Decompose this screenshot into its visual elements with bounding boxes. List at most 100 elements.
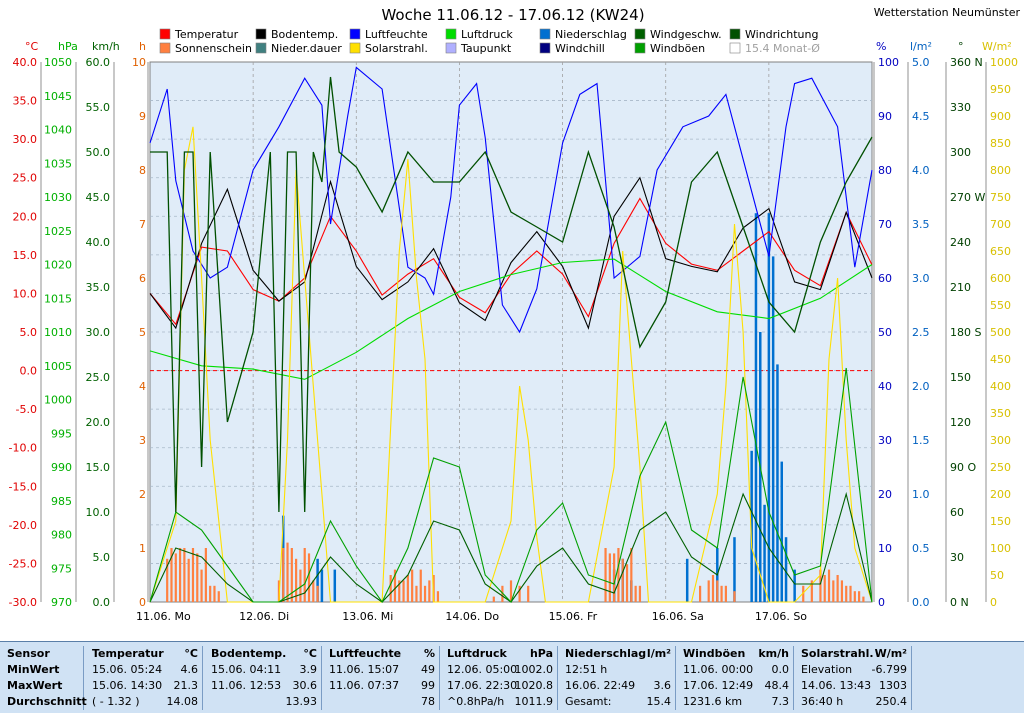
legend-swatch: [445, 42, 457, 54]
hours-tick-label: 8: [139, 164, 146, 177]
temperature-tick-label: -25.0: [9, 557, 37, 570]
precip-bar: [733, 537, 736, 602]
stats-col-unit: l/m²: [646, 647, 671, 660]
solar-tick-label: 850: [990, 137, 1011, 150]
sunshine-bar: [196, 553, 199, 602]
humidity-tick-label: 30: [878, 434, 892, 447]
legend-swatch: [349, 28, 361, 40]
legend-swatch: [729, 28, 741, 40]
solar-tick-label: 800: [990, 164, 1011, 177]
x-tick-label: 14.06. Do: [445, 610, 499, 623]
stats-col-name: Temperatur: [92, 647, 164, 660]
legend-swatch: [634, 42, 646, 54]
temperature-tick-label: 20.0: [13, 210, 38, 223]
humidity-axis-unit: %: [876, 40, 886, 53]
wind-tick-label: 30.0: [86, 326, 111, 339]
sunshine-bar: [213, 585, 216, 602]
sunshine-bar: [634, 585, 637, 602]
hours-tick-label: 7: [139, 218, 146, 231]
stats-cell-time: 12:51 h: [565, 663, 608, 676]
precip-tick-label: 0.0: [912, 596, 930, 609]
sunshine-bar: [836, 575, 839, 602]
legend-label: Temperatur: [174, 28, 239, 41]
stats-cell-time: ^0.8hPa/h: [447, 695, 505, 708]
temperature-tick-label: -10.0: [9, 442, 37, 455]
precip-tick-label: 1.0: [912, 488, 930, 501]
sunshine-bar: [389, 575, 392, 602]
pressure-tick-label: 1035: [44, 157, 72, 170]
pressure-tick-label: 985: [51, 495, 72, 508]
solar-tick-label: 250: [990, 461, 1011, 474]
stats-cell-time: 11.06. 12:53: [211, 679, 282, 692]
sunshine-bar: [436, 591, 440, 602]
sunshine-bar: [411, 569, 414, 602]
humidity-tick-label: 100: [878, 56, 899, 69]
solar-tick-label: 300: [990, 434, 1011, 447]
stats-col-name: Bodentemp.: [211, 647, 287, 660]
stats-column: Solarstrahl. W/m² Elevation -6.799 14.06. 13…: [795, 646, 912, 710]
stats-cell-value: 1020.8: [514, 679, 554, 692]
sunshine-bar: [398, 580, 401, 602]
pressure-tick-label: 1045: [44, 90, 72, 103]
stats-cell-time: 11.06. 00:00: [683, 663, 754, 676]
legend-swatch: [349, 42, 361, 54]
stats-cell-value: 48.4: [764, 679, 790, 692]
stats-col-unit: W/m²: [874, 647, 907, 660]
sunshine-bar: [819, 569, 822, 602]
sunshine-bar: [402, 580, 405, 602]
legend-label: Windrichtung: [745, 28, 818, 41]
sunshine-bar: [509, 580, 513, 602]
precip-tick-label: 0.5: [912, 542, 930, 555]
precip-tick-label: 2.0: [912, 380, 930, 393]
statistics-panel: Sensor MinWert MaxWert Durchschnitt Temp…: [0, 641, 1024, 713]
stats-cell-time: Elevation: [801, 663, 853, 676]
sunshine-bar: [428, 580, 431, 602]
sunshine-bar: [492, 596, 495, 602]
sunshine-bar: [862, 596, 865, 602]
precip-bar: [767, 213, 771, 602]
precip-bar: [320, 569, 324, 602]
legend-swatch: [159, 42, 171, 54]
sunshine-bar: [604, 548, 607, 602]
precip-bar: [333, 569, 337, 602]
sunshine-bar: [286, 542, 289, 602]
series-line-4: [149, 126, 873, 603]
legend-swatch: [445, 28, 457, 40]
solar-tick-label: 450: [990, 353, 1011, 366]
precip-tick-label: 3.0: [912, 272, 930, 285]
stats-cell-time: 14.06. 13:43: [801, 679, 872, 692]
wind-tick-label: 40.0: [86, 236, 111, 249]
sunshine-bar: [290, 548, 293, 602]
hours-tick-label: 9: [139, 110, 146, 123]
pressure-tick-label: 1040: [44, 124, 72, 137]
sunshine-bar: [187, 558, 190, 602]
direction-tick-label: 120: [950, 416, 971, 429]
sunshine-bar: [166, 558, 169, 602]
precip-bar: [763, 504, 766, 602]
stats-cell-time: 17.06. 12:49: [683, 679, 754, 692]
solar-tick-label: 400: [990, 380, 1011, 393]
precip-tick-label: 4.5: [912, 110, 930, 123]
precip-tick-label: 2.5: [912, 326, 930, 339]
pressure-tick-label: 1005: [44, 360, 72, 373]
pressure-tick-label: 975: [51, 562, 72, 575]
x-tick-label: 17.06. So: [755, 610, 807, 623]
sunshine-bar: [720, 585, 723, 602]
sunshine-bar: [617, 548, 620, 602]
temperature-tick-label: 30.0: [13, 133, 38, 146]
legend-label: Windchill: [555, 42, 605, 55]
series-line-1: [149, 176, 873, 330]
row-label-avg: Durchschnitt: [7, 695, 87, 708]
solar-tick-label: 100: [990, 542, 1011, 555]
stats-cell-value: 49: [421, 663, 435, 676]
solar-tick-label: 200: [990, 488, 1011, 501]
pressure-axis-unit: hPa: [58, 40, 78, 53]
precip-bar: [771, 256, 775, 602]
temperature-tick-label: -15.0: [9, 480, 37, 493]
solar-axis-unit: W/m²: [982, 40, 1012, 53]
sunshine-bar: [527, 585, 530, 602]
stats-cell-time: 36:40 h: [801, 695, 844, 708]
direction-tick-label: 270 W: [950, 191, 985, 204]
stats-cell-value: 1011.9: [514, 695, 554, 708]
pressure-tick-label: 1010: [44, 326, 72, 339]
